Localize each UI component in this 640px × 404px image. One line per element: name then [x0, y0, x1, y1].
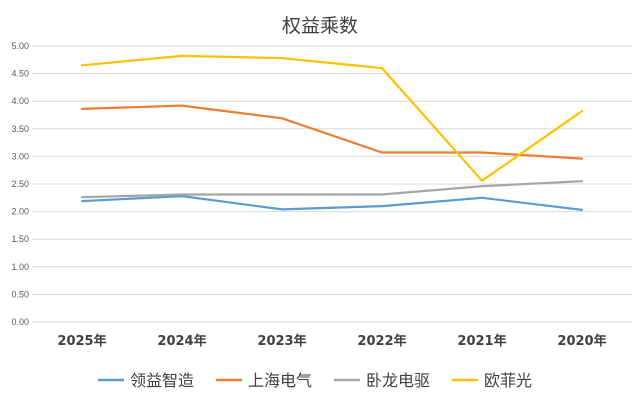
chart-title: 权益乘数: [282, 15, 358, 37]
x-tick-label: 2024年: [157, 333, 206, 349]
series-line-3: [80, 54, 584, 182]
y-axis-ticks: 0.00 0.50 1.00 1.50 2.00 2.50 3.00 3.50 4.00 4.50…: [11, 41, 29, 327]
y-tick-label: 1.00: [11, 262, 29, 272]
y-tick-label: 0.50: [11, 289, 29, 299]
y-tick-label: 5.00: [11, 41, 29, 51]
x-tick-label: 2023年: [257, 333, 306, 349]
x-tick-label: 2022年: [357, 333, 406, 349]
y-tick-label: 1.50: [11, 234, 29, 244]
legend-label: 上海电气: [248, 371, 312, 390]
y-tick-label: 2.50: [11, 179, 29, 189]
x-axis-ticks: 2025年 2024年 2023年 2022年 2021年 2020年: [57, 333, 606, 349]
x-tick-label: 2025年: [57, 333, 106, 349]
legend-label: 领益智造: [130, 371, 194, 390]
series-lines: [80, 54, 584, 211]
y-tick-label: 4.50: [11, 69, 29, 79]
gridlines: [32, 45, 632, 323]
x-tick-label: 2021年: [457, 333, 506, 349]
legend: 领益智造 上海电气 卧龙电驱 欧菲光: [98, 371, 532, 390]
y-tick-label: 3.00: [11, 151, 29, 161]
y-tick-label: 0.00: [11, 317, 29, 327]
x-tick-label: 2020年: [557, 333, 606, 349]
y-tick-label: 2.00: [11, 207, 29, 217]
y-tick-label: 4.00: [11, 96, 29, 106]
legend-label: 卧龙电驱: [366, 371, 430, 390]
series-line-1: [80, 104, 584, 160]
legend-label: 欧菲光: [484, 371, 532, 390]
y-tick-label: 3.50: [11, 124, 29, 134]
series-line-0: [80, 195, 584, 211]
series-line-2: [80, 180, 584, 199]
